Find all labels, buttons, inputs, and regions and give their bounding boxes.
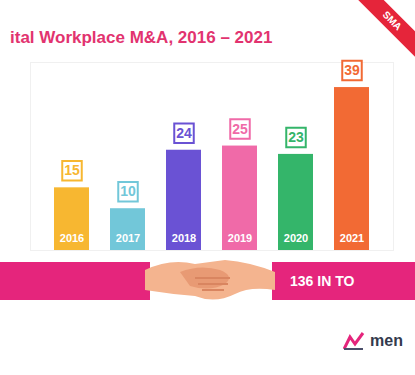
html-text:SMA: SMA <box>380 8 405 33</box>
svg-text:25: 25 <box>232 121 248 137</box>
html-text:136 IN TO: 136 IN TO <box>290 273 355 289</box>
svg-text:2019: 2019 <box>228 232 252 244</box>
svg-text:39: 39 <box>344 62 360 78</box>
svg-text:24: 24 <box>176 125 192 141</box>
svg-text:10: 10 <box>120 183 136 199</box>
svg-text:2017: 2017 <box>116 232 140 244</box>
svg-text:23: 23 <box>288 129 304 145</box>
svg-text:15: 15 <box>64 162 80 178</box>
svg-text:2016: 2016 <box>60 232 84 244</box>
html-text:men: men <box>370 332 403 349</box>
svg-text:2021: 2021 <box>340 232 364 244</box>
svg-text:2020: 2020 <box>284 232 308 244</box>
svg-text:2018: 2018 <box>172 232 196 244</box>
html-text:ital Workplace M&A, 2016 – 202: ital Workplace M&A, 2016 – 2021 <box>10 28 273 47</box>
